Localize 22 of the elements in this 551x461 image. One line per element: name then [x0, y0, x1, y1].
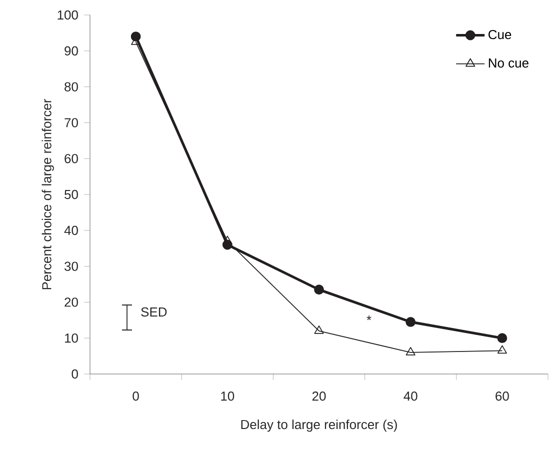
annotation: *: [366, 316, 372, 320]
y-tick-label: 0: [72, 369, 78, 379]
y-tick-label: 100: [58, 10, 78, 20]
y-tick-label: 60: [64, 154, 78, 164]
legend-label: Cue: [488, 30, 512, 40]
x-tick-label: 20: [312, 392, 326, 401]
y-axis-title: Percent choice of large reinforcer: [42, 99, 54, 290]
x-tick-label: 60: [496, 392, 509, 401]
y-tick-label: 70: [64, 118, 78, 128]
y-tick-label: 30: [64, 262, 78, 271]
x-tick-label: 10: [221, 392, 234, 401]
y-tick-label: 10: [64, 333, 78, 343]
y-tick-label: 20: [64, 298, 78, 307]
y-tick-label: 90: [64, 46, 78, 56]
annotation: SED: [141, 307, 167, 317]
legend-label: No cue: [488, 58, 528, 68]
y-tick-label: 50: [64, 190, 78, 200]
x-tick-label: 40: [404, 392, 418, 401]
y-tick-label: 80: [64, 82, 78, 92]
x-axis-title: Delay to large reinforcer (s): [241, 420, 397, 432]
x-tick-label: 0: [132, 392, 139, 401]
y-tick-label: 40: [64, 226, 78, 235]
